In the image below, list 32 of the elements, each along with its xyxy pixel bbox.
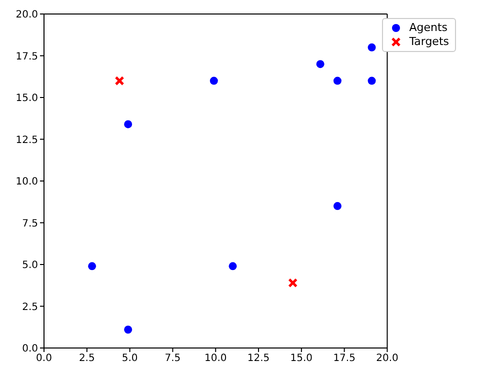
point [368, 43, 376, 52]
x-tick-label: 5.0 [122, 353, 138, 364]
y-tick-label: 12.5 [16, 134, 38, 146]
x-tick-label: 2.5 [78, 353, 95, 364]
point [288, 278, 298, 288]
point [368, 76, 376, 85]
x-tick-label: 17.5 [333, 353, 356, 364]
point [115, 76, 124, 86]
point [124, 326, 132, 334]
x-tick-label: 15.0 [290, 353, 313, 364]
point [333, 76, 342, 85]
y-tick-label: 5.0 [22, 260, 38, 272]
y-tick-label: 0.0 [22, 344, 38, 355]
y-tick-label: 2.5 [22, 302, 38, 313]
point [316, 60, 324, 68]
legend-label: Agents [409, 21, 448, 35]
y-tick-label: 17.5 [16, 51, 38, 62]
y-tick-label: 7.5 [22, 218, 38, 230]
legend-label: Targets [409, 35, 449, 49]
x-tick-label: 12.5 [247, 353, 270, 364]
point [210, 76, 218, 85]
y-tick-label: 20.0 [16, 10, 38, 21]
x-tick-label: 7.5 [164, 353, 181, 364]
y-tick-label: 15.0 [16, 93, 38, 104]
point [124, 120, 132, 128]
x-tick-label: 0.0 [36, 353, 52, 364]
x-tick-label: 10.0 [204, 353, 227, 364]
point [228, 262, 237, 270]
point [333, 202, 342, 210]
x-tick-label: 20.0 [376, 353, 398, 364]
point [88, 262, 96, 270]
y-tick-label: 10.0 [16, 176, 38, 188]
